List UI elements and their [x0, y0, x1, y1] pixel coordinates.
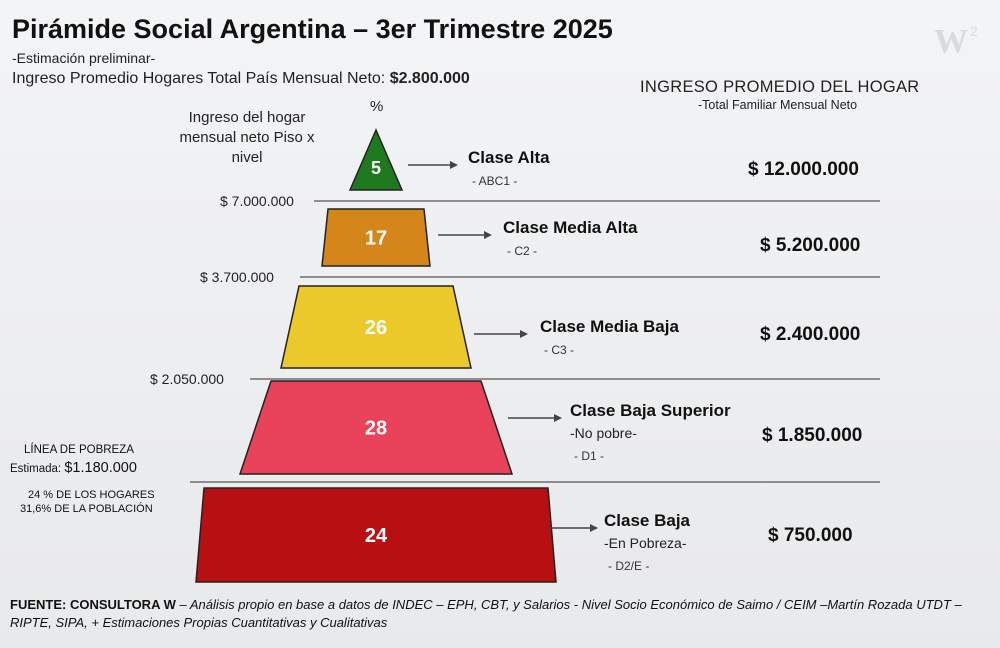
- avg-income-amount: $ 5.200.000: [760, 235, 860, 256]
- arrow-head-icon: [590, 524, 598, 532]
- arrow-head-icon: [520, 330, 528, 338]
- avg-income-label: Ingreso Promedio Hogares Total País Mens…: [12, 70, 386, 87]
- pyramid-tier: [348, 128, 404, 191]
- chart-subtitle: -Estimación preliminar-: [12, 50, 156, 66]
- arrow-head-icon: [450, 161, 458, 169]
- pyramid-tier: [280, 285, 472, 369]
- avg-income-amount: $ 750.000: [768, 525, 853, 546]
- chart-title: Pirámide Social Argentina – 3er Trimestr…: [12, 14, 613, 44]
- avg-income-amount: $ 12.000.000: [748, 159, 859, 180]
- tier-value-label: 28: [365, 418, 387, 440]
- pyramid-tier: [195, 487, 557, 583]
- class-code: - D2/E -: [608, 559, 649, 573]
- avg-income-line: Ingreso Promedio Hogares Total País Mens…: [12, 70, 470, 88]
- avg-income-value: $2.800.000: [389, 70, 470, 87]
- threshold-label: $ 7.000.000: [220, 193, 294, 209]
- avg-income-amount: $ 1.850.000: [762, 425, 862, 446]
- floor-income-header: Ingreso del hogar mensual neto Piso x ni…: [179, 109, 315, 166]
- threshold-label: $ 2.050.000: [150, 371, 224, 387]
- tier-value-label: 26: [365, 317, 387, 339]
- poverty-estimate: Estimada: $1.180.000: [10, 460, 137, 476]
- pyramid-tier: [321, 208, 431, 267]
- class-code: - D1 -: [574, 449, 604, 463]
- class-note: -No pobre-: [570, 425, 637, 441]
- poverty-households: 24 % DE LOS HOGARES: [28, 489, 155, 501]
- column-header-title: INGRESO PROMEDIO DEL HOGAR: [640, 78, 920, 96]
- poverty-population: 31,6% DE LA POBLACIÓN: [20, 503, 153, 515]
- class-name: Clase Media Alta: [503, 218, 638, 237]
- pyramid-tier: [238, 380, 514, 475]
- column-header-subtitle: -Total Familiar Mensual Neto: [698, 98, 858, 112]
- class-code: - C3 -: [544, 343, 574, 357]
- poverty-estimate-label: Estimada:: [10, 463, 62, 475]
- poverty-line-label: LÍNEA DE POBREZA: [24, 444, 134, 456]
- percent-header: %: [370, 98, 384, 115]
- class-name: Clase Baja Superior: [570, 401, 731, 420]
- poverty-estimate-value: $1.180.000: [64, 460, 137, 476]
- source-note: FUENTE: CONSULTORA W – Análisis propio e…: [10, 596, 990, 632]
- svg-text:W: W: [934, 23, 968, 60]
- class-name: Clase Media Baja: [540, 317, 679, 336]
- class-code: - ABC1 -: [472, 174, 517, 188]
- svg-text:2: 2: [970, 23, 978, 39]
- source-label: FUENTE: CONSULTORA W: [10, 597, 176, 612]
- arrow-head-icon: [484, 231, 492, 239]
- class-name: Clase Baja: [604, 511, 691, 530]
- avg-income-amount: $ 2.400.000: [760, 324, 860, 345]
- tier-value-label: 17: [365, 228, 387, 250]
- class-note: -En Pobreza-: [604, 535, 687, 551]
- tier-value-label: 24: [365, 525, 388, 547]
- class-name: Clase Alta: [468, 148, 550, 167]
- tier-value-label: 5: [371, 158, 381, 178]
- arrow-head-icon: [554, 414, 562, 422]
- class-code: - C2 -: [507, 244, 537, 258]
- source-text: – Análisis propio en base a datos de IND…: [10, 597, 962, 630]
- brand-logo-icon: W 2: [930, 18, 988, 62]
- threshold-label: $ 3.700.000: [200, 269, 274, 285]
